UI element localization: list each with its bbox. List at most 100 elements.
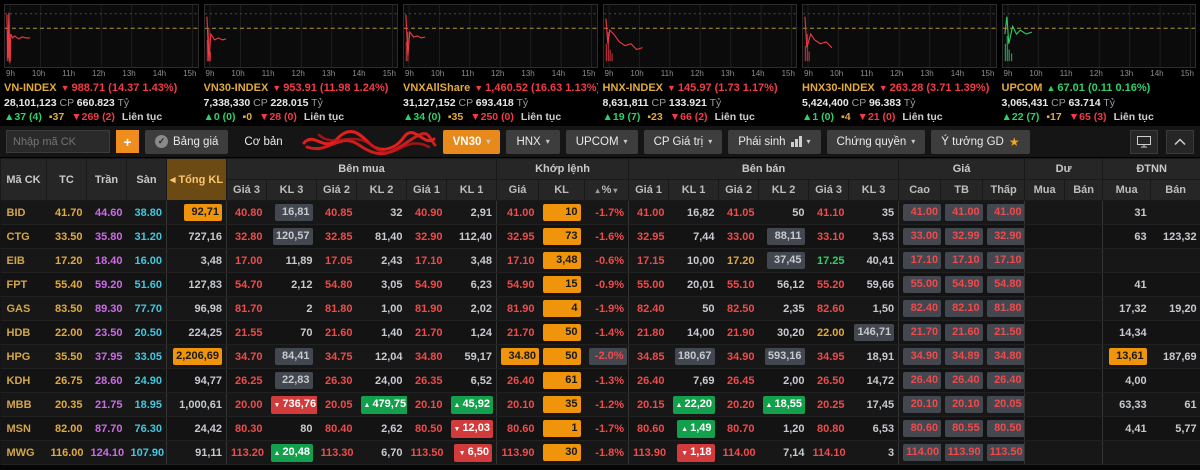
col-header-mã-ck[interactable]: Mã CK [1,159,47,201]
gia-tb: 21.60 [941,321,983,345]
ticker-FPT[interactable]: FPT [1,273,47,297]
row-MSN[interactable]: MSN82.0087.7076.3024,4280.308080.402,628… [1,417,1200,441]
sub-header-bán[interactable]: Bán [1151,180,1200,201]
sub-header-mua[interactable]: Mua [1025,180,1065,201]
col-header-bên-mua[interactable]: Bên mua [227,159,497,180]
col-header-khớp-lệnh[interactable]: Khớp lệnh [497,159,629,180]
tab-co-ban[interactable]: Cơ bản [234,130,292,154]
ticker-EIB[interactable]: EIB [1,249,47,273]
sell-gia2: 34.90 [719,345,759,369]
display-settings-button[interactable] [1130,130,1158,154]
col-header-giá[interactable]: Giá [899,159,1025,180]
row-KDH[interactable]: KDH26.7528.6024.9094,7726.2522,8326.3024… [1,369,1200,393]
row-MWG[interactable]: MWG116.00124.10107.9091,11113.20▲20,4811… [1,441,1200,465]
row-CTG[interactable]: CTG33.5035.8031.20727,1632.80120,5732.85… [1,225,1200,249]
ticker-KDH[interactable]: KDH [1,369,47,393]
tab-co-ban-label: Cơ bản [244,136,282,148]
tab-bang-gia[interactable]: ✓ Bảng giá [145,130,228,154]
time-axis: 9h10h11h12h13h14h15h [204,68,399,79]
index-summary: UPCOM▲67.01 (0.11 0.16%) [1002,79,1197,96]
collapse-column-icon[interactable]: ◂ [170,174,176,186]
add-symbol-button[interactable]: + [116,130,139,153]
chevron-down-icon: ▾ [546,137,550,146]
ticker-MWG[interactable]: MWG [1,441,47,465]
sub-header-bán[interactable]: Bán [1065,180,1103,201]
sub-header-giá-1[interactable]: Giá 1 [407,180,447,201]
gia-cao: 34.90 [899,345,941,369]
sub-header-kl-1[interactable]: KL 1 [669,180,719,201]
ticker-CTG[interactable]: CTG [1,225,47,249]
ticker-HDB[interactable]: HDB [1,321,47,345]
chevron-down-icon: ▾ [486,137,490,146]
index-panel-vnxallshare[interactable]: 9h10h11h12h13h14h15hVNXAllShare▼1,460.52… [403,4,598,124]
sub-header-thấp[interactable]: Thấp [983,180,1025,201]
col-header-đtnn[interactable]: ĐTNN [1103,159,1200,180]
time-axis: 9h10h11h12h13h14h15h [4,68,199,79]
row-EIB[interactable]: EIB17.2018.4016.003,4817.0011,8917.052,4… [1,249,1200,273]
index-panel-upcom[interactable]: 9h10h11h12h13h14h15hUPCOM▲67.01 (0.11 0.… [1002,4,1197,124]
col-header-dư[interactable]: Dư [1025,159,1103,180]
ticker-MBB[interactable]: MBB [1,393,47,417]
ticker-GAS[interactable]: GAS [1,297,47,321]
row-HDB[interactable]: HDB22.0023.5020.50224,2521.557021.601,40… [1,321,1200,345]
sub-header-tb[interactable]: TB [941,180,983,201]
index-panel-hnx30-index[interactable]: 9h10h11h12h13h14h15hHNX30-INDEX▼263.28 (… [802,4,997,124]
buy-kl1: 6,23 [447,273,497,297]
sell-gia2: 33.00 [719,225,759,249]
col-header-trần[interactable]: Trần [87,159,127,201]
sub-header-giá-3[interactable]: Giá 3 [809,180,849,201]
sub-header-%[interactable]: ▴%▾ [585,180,629,201]
buy-gia1: 54.90 [407,273,447,297]
sub-header-kl-2[interactable]: KL 2 [357,180,407,201]
sub-header-kl-1[interactable]: KL 1 [447,180,497,201]
row-MBB[interactable]: MBB20.3521.7518.951,000,6120.00▼736,7620… [1,393,1200,417]
nn-ban [1151,441,1200,465]
row-HPG[interactable]: HPG35.5037.9533.052,206,6934.7084,4134.7… [1,345,1200,369]
sub-header-giá-2[interactable]: Giá 2 [719,180,759,201]
redacted-button[interactable] [299,129,437,155]
sub-header-kl[interactable]: KL [539,180,585,201]
du-mua [1025,321,1065,345]
sub-header-mua[interactable]: Mua [1103,180,1151,201]
sub-header-giá-3[interactable]: Giá 3 [227,180,267,201]
index-panel-hnx-index[interactable]: 9h10h11h12h13h14h15hHNX-INDEX▼145.97 (1.… [603,4,798,124]
col-header-bên-bán[interactable]: Bên bán [629,159,899,180]
tc: 20.35 [47,393,87,417]
dropdown-phai-sinh[interactable]: Phái sinh ▾ [728,130,820,154]
ticker-MSN[interactable]: MSN [1,417,47,441]
sell-gia3: 33.10 [809,225,849,249]
index-panel-vn30-index[interactable]: 9h10h11h12h13h14h15hVN30-INDEX▼953.91 (1… [204,4,399,124]
sub-header-giá-2[interactable]: Giá 2 [317,180,357,201]
dropdown-cp-gia-tri[interactable]: CP Giá trị ▾ [644,130,723,154]
khop-kl: 35 [539,393,585,417]
dropdown-hnx[interactable]: HNX ▾ [506,130,559,154]
sub-header-kl-3[interactable]: KL 3 [849,180,899,201]
du-mua [1025,201,1065,225]
sub-header-kl-3[interactable]: KL 3 [267,180,317,201]
tab-y-tuong-gd[interactable]: Ý tưởng GD ★ [931,130,1029,154]
sell-gia2: 55.10 [719,273,759,297]
row-BID[interactable]: BID41.7044.6038.8092,7140.8016,8140.8532… [1,201,1200,225]
sub-header-kl-2[interactable]: KL 2 [759,180,809,201]
col-header-sàn[interactable]: Sàn [127,159,167,201]
dropdown-vn30[interactable]: VN30 ▾ [443,130,501,154]
col-header-tổng-kl[interactable]: ◂Tổng KL [167,159,227,201]
du-ban [1065,393,1103,417]
market-breadth: ▲37 (4)▪37▼269 (2)Liên tục [4,110,199,124]
col-header-tc[interactable]: TC [47,159,87,201]
dropdown-chung-quyen[interactable]: Chứng quyền ▾ [827,130,926,154]
nn-mua: 17,32 [1103,297,1151,321]
ticker-BID[interactable]: BID [1,201,47,225]
buy-gia2: 80.40 [317,417,357,441]
sub-header-giá[interactable]: Giá [497,180,539,201]
gia-thap: 17.10 [983,249,1025,273]
sub-header-giá-1[interactable]: Giá 1 [629,180,669,201]
row-FPT[interactable]: FPT55.4059.2051.60127,8354.702,1254.803,… [1,273,1200,297]
ticker-HPG[interactable]: HPG [1,345,47,369]
collapse-panel-button[interactable] [1166,130,1194,154]
dropdown-upcom[interactable]: UPCOM ▾ [566,130,638,154]
index-panel-vn-index[interactable]: 9h10h11h12h13h14h15hVN-INDEX▼988.71 (14.… [4,4,199,124]
row-GAS[interactable]: GAS83.5089.3077.7096,9881.70281.801,0081… [1,297,1200,321]
symbol-search-input[interactable] [6,130,110,153]
sub-header-cao[interactable]: Cao [899,180,941,201]
